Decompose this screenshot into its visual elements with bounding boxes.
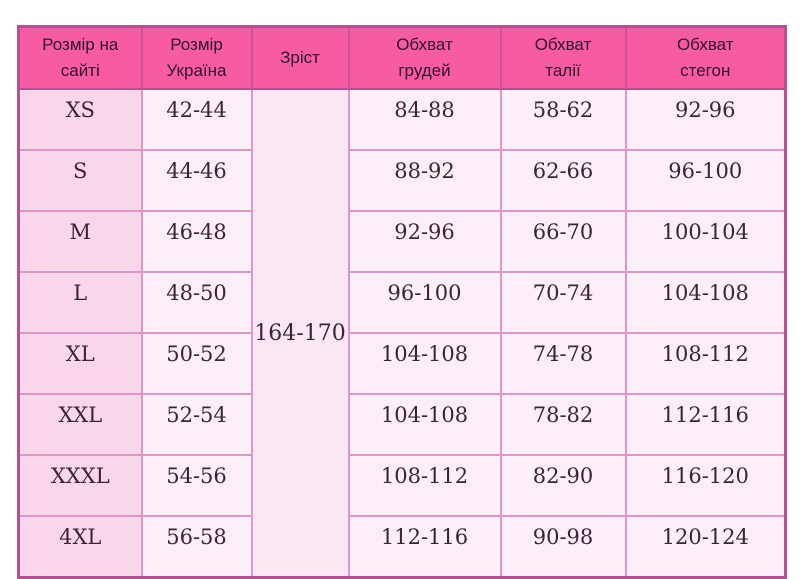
cell-hips: 108-112 bbox=[624, 332, 787, 395]
cell-hips: 96-100 bbox=[624, 149, 787, 212]
cell-waist: 66-70 bbox=[499, 210, 627, 273]
header-cell-waist: Обхват талії bbox=[499, 26, 627, 90]
cell-site-size: XS bbox=[17, 88, 143, 151]
cell-chest: 92-96 bbox=[347, 210, 502, 273]
cell-chest: 88-92 bbox=[347, 149, 502, 212]
cell-hips: 104-108 bbox=[624, 271, 787, 334]
table-row-xxl: XXL 52-54 104-108 78-82 112-116 bbox=[17, 393, 787, 456]
cell-hips: 92-96 bbox=[624, 88, 787, 151]
cell-waist: 78-82 bbox=[499, 393, 627, 456]
cell-site-size: M bbox=[17, 210, 143, 273]
cell-hips: 120-124 bbox=[624, 515, 787, 579]
cell-hips: 100-104 bbox=[624, 210, 787, 273]
cell-site-size: S bbox=[17, 149, 143, 212]
header-row: Розмір на сайті Розмір Україна Зріст Обх… bbox=[17, 26, 787, 90]
cell-chest: 84-88 bbox=[347, 88, 502, 151]
cell-ukraine-size: 56-58 bbox=[140, 515, 253, 579]
cell-ukraine-size: 50-52 bbox=[140, 332, 253, 395]
cell-site-size: XXL bbox=[17, 393, 143, 456]
cell-hips: 112-116 bbox=[624, 393, 787, 456]
cell-chest: 104-108 bbox=[347, 332, 502, 395]
cell-ukraine-size: 48-50 bbox=[140, 271, 253, 334]
cell-ukraine-size: 42-44 bbox=[140, 88, 253, 151]
header-cell-hips: Обхват стегон bbox=[624, 26, 787, 90]
size-chart-image: Розмір на сайті Розмір Україна Зріст Обх… bbox=[17, 25, 787, 579]
cell-chest: 112-116 bbox=[347, 515, 502, 579]
table-row-xl: XL 50-52 104-108 74-78 108-112 bbox=[17, 332, 787, 395]
header-cell-ukraine-size: Розмір Україна bbox=[140, 26, 253, 90]
cell-chest: 104-108 bbox=[347, 393, 502, 456]
table-row-s: S 44-46 88-92 62-66 96-100 bbox=[17, 149, 787, 212]
cell-waist: 58-62 bbox=[499, 88, 627, 151]
cell-site-size: XXXL bbox=[17, 454, 143, 517]
cell-waist: 82-90 bbox=[499, 454, 627, 517]
cell-waist: 74-78 bbox=[499, 332, 627, 395]
cell-hips: 116-120 bbox=[624, 454, 787, 517]
table-row-l: L 48-50 96-100 70-74 104-108 bbox=[17, 271, 787, 334]
cell-ukraine-size: 46-48 bbox=[140, 210, 253, 273]
cell-ukraine-size: 44-46 bbox=[140, 149, 253, 212]
size-chart-table: Розмір на сайті Розмір Україна Зріст Обх… bbox=[17, 25, 787, 579]
cell-waist: 70-74 bbox=[499, 271, 627, 334]
cell-ukraine-size: 52-54 bbox=[140, 393, 253, 456]
table-row-xs: XS 42-44 164-170 84-88 58-62 92-96 bbox=[17, 88, 787, 579]
cell-site-size: XL bbox=[17, 332, 143, 395]
header-cell-height: Зріст bbox=[250, 26, 350, 90]
cell-chest: 96-100 bbox=[347, 271, 502, 334]
cell-waist: 62-66 bbox=[499, 149, 627, 212]
cell-ukraine-size: 54-56 bbox=[140, 454, 253, 517]
cell-height-merged: 164-170 bbox=[250, 88, 350, 579]
cell-chest: 108-112 bbox=[347, 454, 502, 517]
table-row-xxxl: XXXL 54-56 108-112 82-90 116-120 bbox=[17, 454, 787, 517]
cell-site-size: 4XL bbox=[17, 515, 143, 579]
table-row-4xl: 4XL 56-58 112-116 90-98 120-124 bbox=[17, 515, 787, 579]
cell-waist: 90-98 bbox=[499, 515, 627, 579]
cell-site-size: L bbox=[17, 271, 143, 334]
header-cell-chest: Обхват грудей bbox=[347, 26, 502, 90]
table-row-m: M 46-48 92-96 66-70 100-104 bbox=[17, 210, 787, 273]
header-cell-site-size: Розмір на сайті bbox=[17, 26, 143, 90]
